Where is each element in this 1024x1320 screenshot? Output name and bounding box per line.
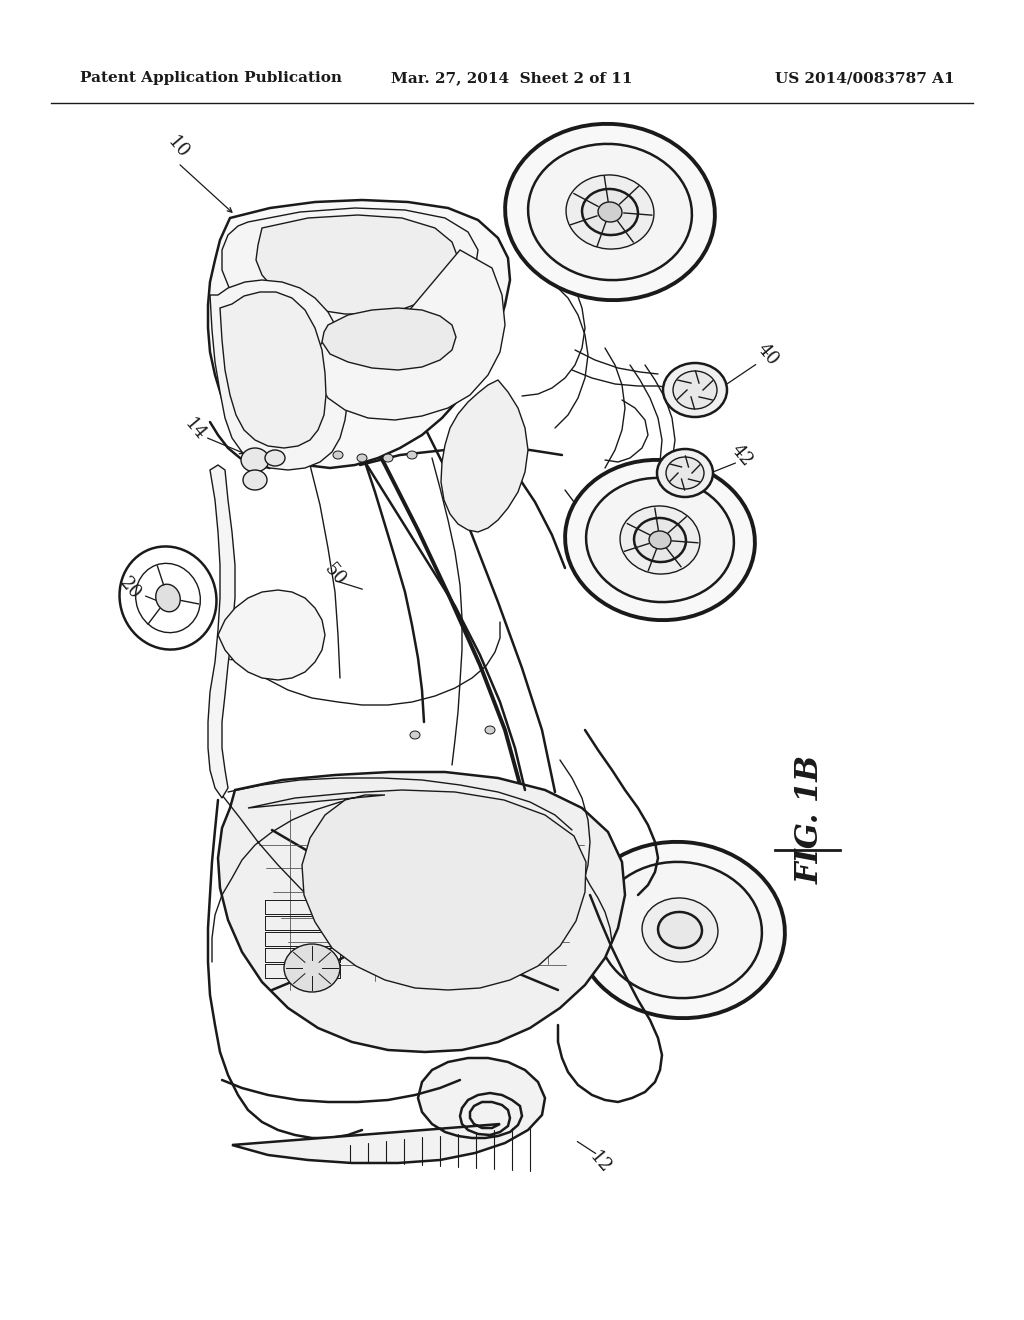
Text: 22: 22 bbox=[606, 136, 634, 165]
Ellipse shape bbox=[333, 451, 343, 459]
Ellipse shape bbox=[642, 898, 718, 962]
Ellipse shape bbox=[284, 944, 340, 993]
Polygon shape bbox=[218, 772, 625, 1052]
Ellipse shape bbox=[407, 451, 417, 459]
Ellipse shape bbox=[485, 726, 495, 734]
Polygon shape bbox=[315, 249, 505, 420]
Ellipse shape bbox=[666, 457, 705, 488]
Ellipse shape bbox=[410, 731, 420, 739]
Polygon shape bbox=[220, 292, 326, 447]
Text: US 2014/0083787 A1: US 2014/0083787 A1 bbox=[775, 71, 955, 84]
Ellipse shape bbox=[598, 202, 622, 222]
Ellipse shape bbox=[243, 470, 267, 490]
Polygon shape bbox=[210, 280, 348, 470]
Ellipse shape bbox=[586, 478, 734, 602]
Polygon shape bbox=[208, 465, 234, 799]
Text: 20: 20 bbox=[116, 574, 144, 603]
Ellipse shape bbox=[241, 447, 269, 473]
Ellipse shape bbox=[505, 124, 715, 300]
Text: 52: 52 bbox=[693, 508, 721, 537]
Ellipse shape bbox=[598, 862, 762, 998]
Text: 42: 42 bbox=[728, 441, 756, 470]
Text: 14: 14 bbox=[181, 416, 209, 445]
Ellipse shape bbox=[657, 449, 713, 498]
Text: 30: 30 bbox=[214, 639, 243, 668]
Polygon shape bbox=[248, 789, 586, 990]
Ellipse shape bbox=[634, 517, 686, 562]
Ellipse shape bbox=[649, 531, 671, 549]
Text: FIG. 1B: FIG. 1B bbox=[795, 755, 825, 884]
Ellipse shape bbox=[663, 363, 727, 417]
Ellipse shape bbox=[582, 189, 638, 235]
Polygon shape bbox=[208, 201, 510, 469]
Polygon shape bbox=[218, 590, 325, 680]
Ellipse shape bbox=[575, 842, 784, 1018]
Polygon shape bbox=[162, 191, 742, 1148]
Ellipse shape bbox=[565, 459, 755, 620]
Polygon shape bbox=[256, 215, 458, 314]
Text: 50: 50 bbox=[321, 561, 349, 590]
Ellipse shape bbox=[156, 585, 180, 611]
Polygon shape bbox=[232, 1059, 545, 1163]
Text: 12: 12 bbox=[586, 1148, 614, 1177]
Ellipse shape bbox=[673, 371, 717, 409]
Polygon shape bbox=[322, 308, 456, 370]
Ellipse shape bbox=[528, 144, 692, 280]
Ellipse shape bbox=[383, 454, 393, 462]
Text: 40: 40 bbox=[754, 341, 782, 370]
Ellipse shape bbox=[566, 176, 654, 249]
Text: Patent Application Publication: Patent Application Publication bbox=[80, 71, 342, 84]
Polygon shape bbox=[222, 209, 478, 341]
Text: 10: 10 bbox=[164, 133, 193, 162]
Ellipse shape bbox=[621, 506, 700, 574]
Ellipse shape bbox=[265, 450, 285, 466]
Ellipse shape bbox=[357, 454, 367, 462]
Text: Mar. 27, 2014  Sheet 2 of 11: Mar. 27, 2014 Sheet 2 of 11 bbox=[391, 71, 633, 84]
Polygon shape bbox=[441, 380, 528, 532]
Ellipse shape bbox=[658, 912, 702, 948]
